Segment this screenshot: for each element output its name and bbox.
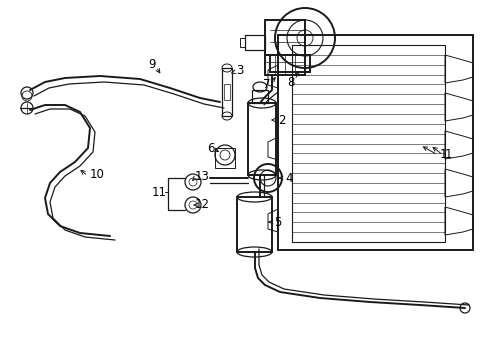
Text: 8: 8 bbox=[287, 76, 294, 89]
Text: 6: 6 bbox=[207, 141, 215, 154]
Text: 3: 3 bbox=[236, 63, 244, 77]
Text: 4: 4 bbox=[285, 171, 293, 184]
Text: 7: 7 bbox=[263, 78, 270, 91]
Text: 9: 9 bbox=[148, 58, 155, 72]
Text: 1: 1 bbox=[440, 148, 447, 162]
Text: 11: 11 bbox=[152, 185, 167, 198]
Text: 5: 5 bbox=[274, 216, 281, 229]
Text: 1: 1 bbox=[445, 148, 452, 162]
Text: 12: 12 bbox=[195, 198, 210, 211]
Text: 2: 2 bbox=[278, 113, 286, 126]
Text: 13: 13 bbox=[195, 171, 210, 184]
Text: 10: 10 bbox=[90, 168, 105, 181]
